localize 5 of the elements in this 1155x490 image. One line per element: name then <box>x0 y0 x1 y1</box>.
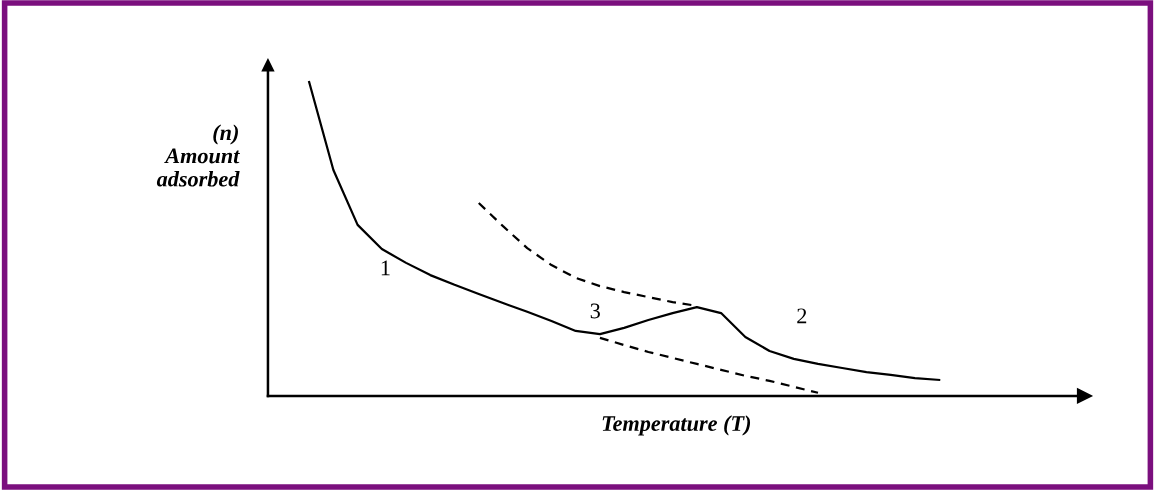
annotation: 3 <box>590 303 600 319</box>
y-axis-title: (n) Amount adsorbed <box>156 124 240 187</box>
x-axis-title: Temperature (T) <box>602 415 751 436</box>
annotation: 1 <box>381 260 390 276</box>
annotation: 2 <box>797 308 807 324</box>
